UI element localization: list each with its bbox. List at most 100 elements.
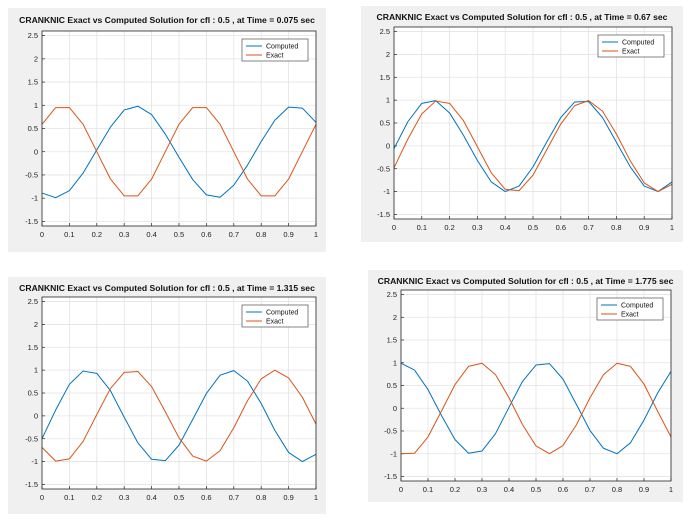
y-tick-label: 0.5 [387,381,397,390]
x-tick-label: 0 [40,493,44,502]
x-tick-label: 0.5 [174,493,184,502]
x-tick-label: 0.9 [639,223,649,232]
x-tick-label: 0 [40,230,44,239]
legend-label: Exact [621,312,639,319]
x-tick-label: 1 [669,485,673,494]
y-tick-label: 0.5 [28,124,38,133]
y-tick-label: 1 [34,366,38,375]
y-tick-label: 1 [386,96,390,105]
chart-title: CRANKNIC Exact vs Computed Solution for … [19,283,315,293]
x-tick-label: 0.9 [283,493,293,502]
y-tick-label: 1 [34,101,38,110]
legend-label: Computed [266,310,298,317]
y-tick-label: 2 [393,313,397,322]
series-line-exact [393,100,673,193]
x-tick-label: 0.4 [500,223,510,232]
x-tick-label: 0.7 [585,485,595,494]
y-tick-label: 0 [34,411,38,420]
chart-title: CRANKNIC Exact vs Computed Solution for … [19,15,315,25]
y-tick-label: 2.5 [380,27,390,36]
chart-title: CRANKNIC Exact vs Computed Solution for … [376,12,668,22]
y-tick-label: 0.5 [28,389,38,398]
y-tick-label: 0 [386,141,390,150]
x-tick-label: 1 [670,223,674,232]
x-tick-label: 0.8 [256,493,266,502]
legend-label: Computed [621,303,653,310]
x-tick-label: 0.3 [472,223,482,232]
y-tick-label: 2.5 [28,297,38,306]
x-tick-label: 0.6 [201,493,211,502]
y-tick-label: -0.5 [25,434,38,443]
y-tick-label: -0.5 [377,164,390,173]
series-line-computed [393,100,673,193]
chart-title: CRANKNIC Exact vs Computed Solution for … [377,276,674,286]
x-tick-label: 1 [314,493,318,502]
x-tick-label: 0 [392,223,396,232]
y-tick-label: -1 [31,457,38,466]
y-tick-label: -0.5 [25,171,38,180]
y-tick-label: -1.5 [25,480,38,489]
x-tick-label: 0.1 [417,223,427,232]
x-tick-label: 0.4 [504,485,514,494]
x-tick-label: 0.6 [201,230,211,239]
series-line-computed [400,362,672,455]
legend-label: Exact [622,49,640,56]
axes-box [400,289,672,482]
x-tick-label: 0.7 [229,493,239,502]
x-tick-label: 0.7 [229,230,239,239]
legend-label: Exact [266,319,284,326]
x-tick-label: 0.9 [639,485,649,494]
x-tick-label: 0.4 [146,493,156,502]
x-tick-label: 0.5 [531,485,541,494]
x-tick-label: 0.3 [119,230,129,239]
axes-box [393,26,673,220]
x-tick-label: 0.3 [119,493,129,502]
legend-label: Exact [266,53,284,60]
chart-panel-1: CRANKNIC Exact vs Computed Solution for … [8,8,326,252]
chart-plot-3: 0 0.1 0.2 0.3 0.4 0.5 0.6 0.7 0.8 0.9 1 2.5 2 1.5 1 0.5… [25,296,318,502]
x-tick-label: 0.1 [64,230,74,239]
y-tick-label: -1.5 [377,210,390,219]
y-tick-label: 2 [34,320,38,329]
y-tick-label: -0.5 [384,427,397,436]
y-tick-label: 0 [393,404,397,413]
axes-box [41,30,317,227]
x-tick-label: 0.8 [611,223,621,232]
y-tick-label: 1.5 [28,343,38,352]
chart-plot-1: 0 0.1 0.2 0.3 0.4 0.5 0.6 0.7 0.8 0.9 1 2.5 2 1.5 1 0.5… [25,30,318,239]
chart-panel-4: CRANKNIC Exact vs Computed Solution for … [368,270,683,502]
legend-label: Computed [622,40,654,47]
legend-label: Computed [266,44,298,51]
x-tick-label: 0.8 [612,485,622,494]
y-tick-label: 1 [393,358,397,367]
y-tick-label: 0.5 [380,119,390,128]
x-tick-label: 0.5 [528,223,538,232]
y-tick-label: -1 [31,194,38,203]
y-tick-label: -1 [390,449,397,458]
x-tick-label: 0.2 [450,485,460,494]
x-tick-label: 0.4 [146,230,156,239]
y-tick-label: 0 [34,147,38,156]
x-tick-label: 0.2 [92,493,102,502]
series-line-computed [41,370,317,463]
chart-panel-2: CRANKNIC Exact vs Computed Solution for … [361,6,683,242]
series-line-exact [41,107,317,197]
x-tick-label: 0.1 [423,485,433,494]
x-tick-label: 0.1 [64,493,74,502]
x-tick-label: 1 [314,230,318,239]
chart-plot-2: 0 0.1 0.2 0.3 0.4 0.5 0.6 0.7 0.8 0.9 1 2.5 2 1.5 1 0.5… [377,26,674,232]
axes-box [41,296,317,490]
y-tick-label: 1.5 [380,73,390,82]
x-tick-label: 0 [399,485,403,494]
y-tick-label: 2.5 [28,31,38,40]
y-tick-label: 2 [386,50,390,59]
series-line-exact [400,362,672,455]
x-tick-label: 0.6 [556,223,566,232]
x-tick-label: 0.9 [283,230,293,239]
x-tick-label: 0.8 [256,230,266,239]
y-tick-label: -1 [383,187,390,196]
y-tick-label: 1.5 [387,336,397,345]
y-tick-label: 2.5 [387,290,397,299]
x-tick-label: 0.5 [174,230,184,239]
x-tick-label: 0.2 [92,230,102,239]
